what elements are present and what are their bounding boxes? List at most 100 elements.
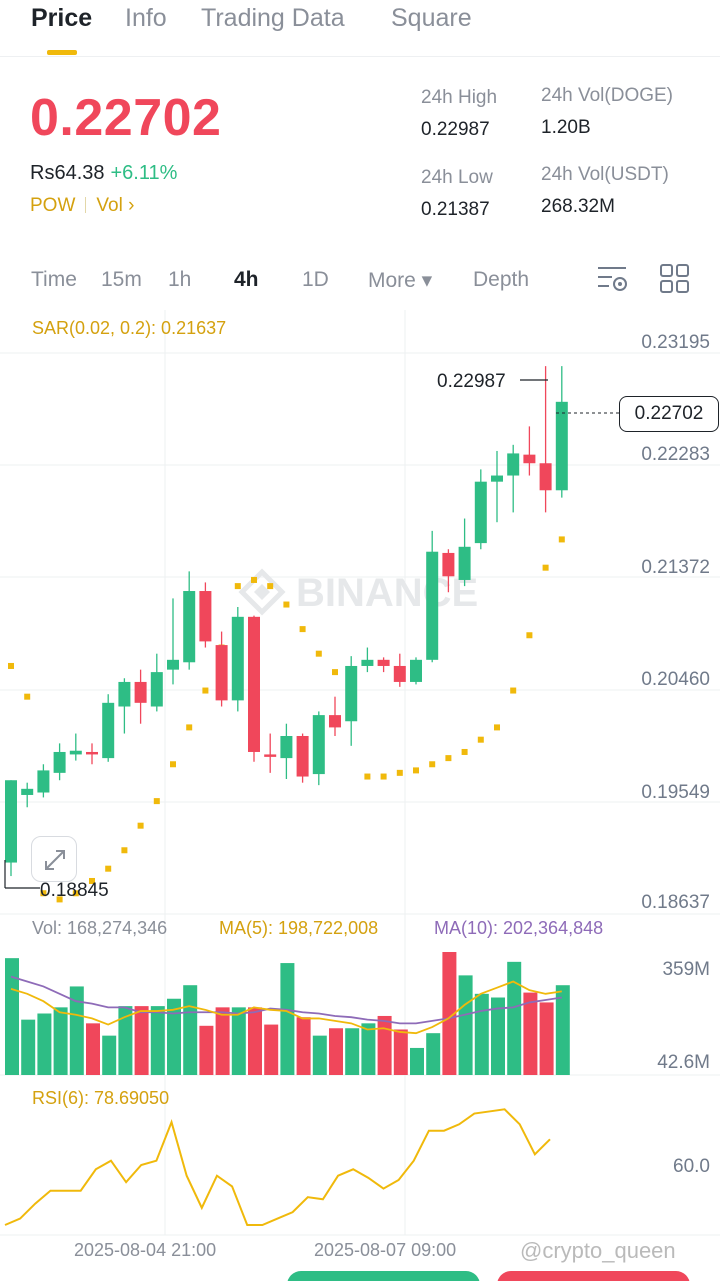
candle-body	[199, 591, 212, 642]
chart-settings-icon[interactable]	[596, 262, 630, 296]
volume-bar	[231, 1007, 246, 1075]
sar-dot	[186, 724, 193, 731]
tag-separator	[85, 197, 87, 213]
candle-body	[523, 454, 536, 464]
tab-price[interactable]: Price	[31, 4, 93, 32]
sar-dot	[396, 769, 403, 776]
sar-dot	[429, 761, 436, 768]
candle-body	[86, 751, 98, 755]
interval-1d[interactable]: 1D	[302, 268, 329, 291]
volume-bar	[393, 1029, 408, 1075]
volume-bar	[5, 958, 19, 1075]
expand-icon	[45, 850, 65, 870]
price-change: +6.11%	[110, 162, 178, 184]
high-label: 24h High	[421, 87, 498, 108]
volume-bar	[329, 1028, 343, 1075]
sar-dot	[315, 650, 322, 657]
candle-body	[21, 788, 34, 795]
tab-square[interactable]: Square	[391, 4, 472, 32]
volume-bar	[474, 993, 489, 1075]
interval-time[interactable]: Time	[31, 268, 77, 291]
candle-body	[5, 780, 17, 863]
price-axis-tick: 0.20460	[641, 669, 710, 690]
tag-vol[interactable]: Vol ›	[96, 195, 135, 216]
price-axis-tick: 0.23195	[641, 332, 710, 353]
sar-dot	[477, 736, 484, 743]
sar-dot	[558, 536, 565, 543]
candle-body	[296, 735, 309, 777]
volume-axis-max: 359M	[662, 959, 710, 980]
sar-dot	[24, 693, 31, 700]
sar-dot	[72, 890, 79, 897]
candle-body	[555, 401, 568, 491]
volume-label: Vol: 168,274,346	[32, 918, 168, 938]
candle-body	[426, 551, 439, 660]
rsi-line	[4, 1108, 551, 1226]
candle-body	[539, 463, 552, 491]
volume-bar	[410, 1047, 424, 1075]
interval-1h[interactable]: 1h	[168, 268, 192, 291]
expand-chart-button[interactable]	[31, 836, 77, 882]
buy-button[interactable]	[287, 1271, 480, 1281]
grid-layout-icon[interactable]	[658, 262, 692, 296]
low-marker-label: 0.18845	[40, 880, 109, 901]
price-axis: 0.23195 0.22283 0.21372 0.20460 0.19549 0.186…	[641, 332, 710, 1177]
candle-body	[507, 453, 520, 476]
low-value: 0.21387	[421, 199, 490, 220]
volume-bar	[21, 1019, 36, 1075]
interval-15m[interactable]: 15m	[101, 268, 142, 291]
sar-label: SAR(0.02, 0.2): 0.21637	[32, 318, 227, 338]
volume-bar	[296, 1017, 311, 1075]
price-chart[interactable]: BINANCE 0.23195 0.22283 0.21372 0.20460 0.19…	[0, 310, 720, 1281]
candle-body	[410, 659, 422, 682]
volume-bar	[199, 1025, 214, 1075]
sar-dot	[494, 724, 500, 731]
candle-body	[134, 681, 147, 703]
price-axis-tick: 0.21372	[641, 557, 710, 578]
volume-bar	[150, 1006, 165, 1075]
candles	[5, 366, 568, 877]
sar-dot	[105, 865, 112, 872]
price-axis-tick: 0.22283	[641, 444, 710, 465]
sar-dot	[202, 687, 209, 694]
chart-grid	[0, 310, 720, 1236]
tag-pow[interactable]: POW	[30, 195, 76, 216]
volume-bar	[491, 997, 505, 1075]
interval-4h[interactable]: 4h	[234, 268, 259, 291]
sar-dot	[510, 687, 517, 694]
volume-bar	[345, 1028, 360, 1075]
candle-body	[264, 754, 277, 757]
tab-trading-data[interactable]: Trading Data	[201, 4, 345, 32]
candle-body	[183, 591, 196, 663]
volume-bar	[442, 952, 457, 1075]
tag-row: POW Vol ›	[30, 195, 134, 217]
interval-depth[interactable]: Depth	[473, 268, 530, 291]
candle-body	[280, 735, 293, 759]
candle-body	[458, 546, 471, 580]
interval-more[interactable]: More ▾	[368, 269, 433, 292]
candle-body	[102, 702, 115, 759]
vol-doge-value: 1.20B	[541, 117, 591, 138]
time-label-2: 2025-08-07 09:00	[314, 1240, 457, 1260]
vol-ma5-label: MA(5): 198,722,008	[219, 918, 379, 938]
volume-bar	[86, 1023, 100, 1075]
candle-body	[215, 645, 228, 701]
volume-bar	[183, 985, 198, 1075]
vol-usdt-value: 268.32M	[541, 196, 615, 217]
vol-ma10-label: MA(10): 202,364,848	[434, 918, 604, 938]
candle-body	[167, 659, 179, 670]
candle-body	[361, 659, 374, 666]
high-marker-label: 0.22987	[437, 371, 506, 392]
volume-bar	[37, 1013, 52, 1075]
tab-info[interactable]: Info	[125, 4, 167, 32]
sar-dot	[526, 632, 533, 639]
top-tabs: Price Info Trading Data Square	[0, 0, 720, 57]
candle-body	[312, 715, 325, 775]
sar-dot	[267, 583, 274, 590]
sar-dot	[170, 761, 176, 768]
sar-dot	[332, 669, 338, 676]
high-value: 0.22987	[421, 119, 490, 140]
volume-bar	[102, 1035, 117, 1075]
sell-button[interactable]	[497, 1271, 690, 1281]
volume-bar	[539, 1002, 554, 1075]
